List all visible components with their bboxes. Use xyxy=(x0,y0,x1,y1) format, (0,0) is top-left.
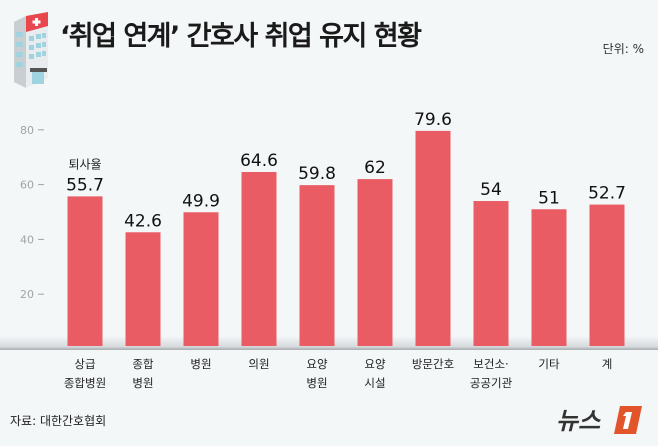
data-label: 79.6 xyxy=(414,110,452,130)
x-category-label: 병원 xyxy=(132,376,153,390)
x-category-label: 기타 xyxy=(538,357,560,371)
bar xyxy=(125,232,161,346)
data-label: 54 xyxy=(480,180,502,200)
x-category-label: 종합병원 xyxy=(64,376,106,390)
data-label: 59.8 xyxy=(298,164,336,184)
data-label: 62 xyxy=(364,158,386,178)
data-label: 49.9 xyxy=(182,191,220,211)
data-label: 55.7 xyxy=(66,175,104,195)
bar xyxy=(531,209,567,346)
y-tick-label: 40 xyxy=(20,233,34,246)
x-category-label: 상급 xyxy=(74,357,95,371)
y-tick-label: 80 xyxy=(20,124,34,137)
x-category-label: 종합 xyxy=(132,357,154,371)
series-label: 퇴사율 xyxy=(68,157,101,171)
hospital-building-icon xyxy=(12,12,50,94)
data-label: 64.6 xyxy=(240,151,278,171)
bar xyxy=(67,196,103,346)
data-label: 52.7 xyxy=(588,184,626,204)
x-category-label: 시설 xyxy=(364,376,385,390)
data-label: 51 xyxy=(538,188,560,208)
x-category-label: 방문간호 xyxy=(412,357,454,371)
x-category-label: 계 xyxy=(602,357,613,371)
bar xyxy=(299,185,335,346)
bar xyxy=(183,212,219,346)
bar xyxy=(357,179,393,346)
bar xyxy=(241,171,277,346)
y-tick-label: 20 xyxy=(20,288,34,301)
bar xyxy=(589,204,625,346)
x-category-label: 보건소· xyxy=(473,357,508,371)
bar xyxy=(473,201,509,346)
x-category-label: 의원 xyxy=(248,357,269,371)
x-category-label: 병원 xyxy=(190,357,211,371)
bar xyxy=(415,130,451,346)
chart-title: ‘취업 연계’ 간호사 취업 유지 현황 xyxy=(60,21,422,52)
x-category-label: 병원 xyxy=(306,376,327,390)
x-category-label: 요양 xyxy=(306,357,328,371)
svg-text:뉴스: 뉴스 xyxy=(556,407,601,435)
x-category-label: 공공기관 xyxy=(470,376,513,390)
source-note: 자료: 대한간호협회 xyxy=(10,414,107,428)
x-category-label: 요양 xyxy=(364,357,386,371)
y-tick-label: 60 xyxy=(20,179,34,192)
data-label: 42.6 xyxy=(124,211,162,231)
news1-logo: 뉴스 xyxy=(556,402,646,440)
unit-label: 단위: % xyxy=(602,42,644,56)
